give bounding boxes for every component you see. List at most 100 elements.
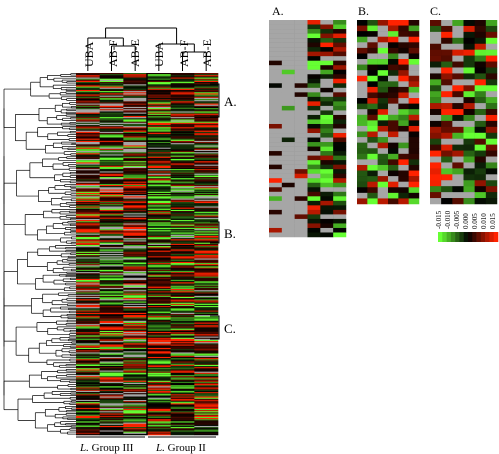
- heatmap-cell: [170, 221, 195, 223]
- heatmap-cell: [99, 285, 124, 288]
- zoom-panel-cell: [357, 70, 368, 77]
- heatmap-cell: [147, 342, 171, 344]
- zoom-panel-cell: [367, 125, 378, 132]
- heatmap-cell: [123, 268, 148, 271]
- heatmap-cell: [76, 281, 100, 283]
- heatmap-cell: [147, 156, 171, 159]
- heatmap-cell: [170, 330, 195, 333]
- zoom-panel-cell: [408, 164, 420, 171]
- heatmap-cell: [170, 296, 195, 299]
- heatmap-cell: [194, 183, 219, 186]
- heatmap-cell: [99, 215, 124, 217]
- zoom-panel-cell: [281, 223, 295, 229]
- zoom-panel-cell: [294, 232, 308, 238]
- heatmap-cell: [123, 112, 148, 115]
- heatmap-cell: [194, 333, 219, 335]
- zoom-panel-cell: [333, 155, 347, 161]
- heatmap-cell: [170, 418, 195, 420]
- heatmap-cell: [170, 196, 195, 198]
- heatmap-cell: [123, 211, 148, 213]
- heatmap-cell: [123, 134, 148, 136]
- heatmap-cell: [147, 230, 171, 232]
- heatmap-cell: [147, 286, 171, 289]
- heatmap-cell: [123, 178, 148, 180]
- heatmap-cell: [123, 198, 148, 200]
- heatmap-cell: [170, 401, 195, 403]
- heatmap-cell: [194, 307, 219, 309]
- heatmap-cell: [76, 317, 100, 319]
- heatmap-cell: [147, 191, 171, 194]
- zoom-panel-cell: [452, 192, 464, 199]
- zoom-panel-cell: [463, 97, 475, 104]
- heatmap-cell: [147, 306, 171, 308]
- heatmap-cell: [147, 282, 171, 284]
- heatmap-cell: [147, 144, 171, 146]
- zoom-panel-cell: [398, 70, 409, 77]
- heatmap-cell: [99, 272, 124, 274]
- heatmap-cell: [99, 393, 124, 395]
- zoom-panel-cell: [333, 38, 347, 43]
- heatmap-cell: [123, 427, 148, 429]
- zoom-panel-cell: [320, 65, 334, 70]
- zoom-panel-cell: [281, 209, 295, 215]
- heatmap-cell: [147, 171, 171, 173]
- heatmap-cell: [99, 270, 124, 273]
- zoom-panel-cell: [430, 49, 442, 56]
- heatmap-cell: [76, 154, 100, 156]
- heatmap-cell: [194, 186, 219, 188]
- heatmap-cell: [76, 115, 100, 118]
- heatmap-cell: [170, 292, 195, 294]
- heatmap-cell: [170, 112, 195, 115]
- zoom-panel-cell: [463, 150, 475, 157]
- zoom-panel-cell: [388, 53, 399, 60]
- heatmap-cell: [123, 200, 148, 203]
- zoom-panel-cell: [294, 87, 308, 93]
- heatmap-cell: [194, 260, 219, 263]
- zoom-panel-cell: [408, 98, 420, 104]
- heatmap-cell: [194, 390, 219, 393]
- heatmap-cell: [170, 189, 195, 191]
- heatmap-cell: [99, 97, 124, 100]
- heatmap-cell: [194, 363, 219, 366]
- heatmap-cell: [99, 387, 124, 389]
- zoom-panel-cell: [452, 174, 464, 181]
- zoom-panel-cell: [485, 25, 498, 33]
- zoom-panel-cell: [463, 144, 475, 151]
- zoom-panel-cell: [320, 182, 334, 188]
- heatmap-cell: [76, 230, 100, 232]
- heatmap-cell: [194, 293, 219, 296]
- zoom-panel-cell: [441, 198, 453, 205]
- heatmap-cell: [194, 172, 219, 174]
- zoom-panel-cell: [474, 103, 487, 110]
- zoom-panel-cell: [474, 138, 487, 145]
- heatmap-cell: [194, 142, 219, 144]
- heatmap-cell: [147, 129, 171, 131]
- zoom-panel-cell: [441, 144, 453, 151]
- heatmap-cell: [194, 87, 219, 90]
- zoom-panel-cell: [320, 155, 334, 161]
- column-labels: UBA AB-F AB-E UBA AB-F AB-E: [82, 39, 214, 67]
- zoom-panel-cell: [408, 114, 420, 121]
- heatmap-cell: [99, 126, 124, 128]
- zoom-panel-cell: [294, 105, 308, 111]
- heatmap-cell: [99, 106, 124, 109]
- zoom-panel-cell: [307, 29, 321, 34]
- heatmap-cell: [170, 240, 195, 242]
- heatmap-cell: [147, 343, 171, 345]
- heatmap-cell: [99, 359, 124, 361]
- heatmap-cell: [147, 115, 171, 118]
- heatmap-cell: [99, 149, 124, 152]
- heatmap-cell: [99, 360, 124, 362]
- heatmap-cell: [123, 414, 148, 417]
- heatmap-cell: [194, 232, 219, 234]
- heatmap-cell: [194, 175, 219, 178]
- heatmap-cell: [99, 278, 124, 281]
- heatmap-cell: [99, 207, 124, 210]
- heatmap-cell: [170, 399, 195, 402]
- zoom-panel-cell: [463, 186, 475, 193]
- zoom-panel-cell: [294, 20, 308, 25]
- heatmap-cell: [170, 370, 195, 372]
- heatmap-cell: [76, 373, 100, 376]
- heatmap-cell: [99, 142, 124, 144]
- heatmap-cell: [147, 268, 171, 271]
